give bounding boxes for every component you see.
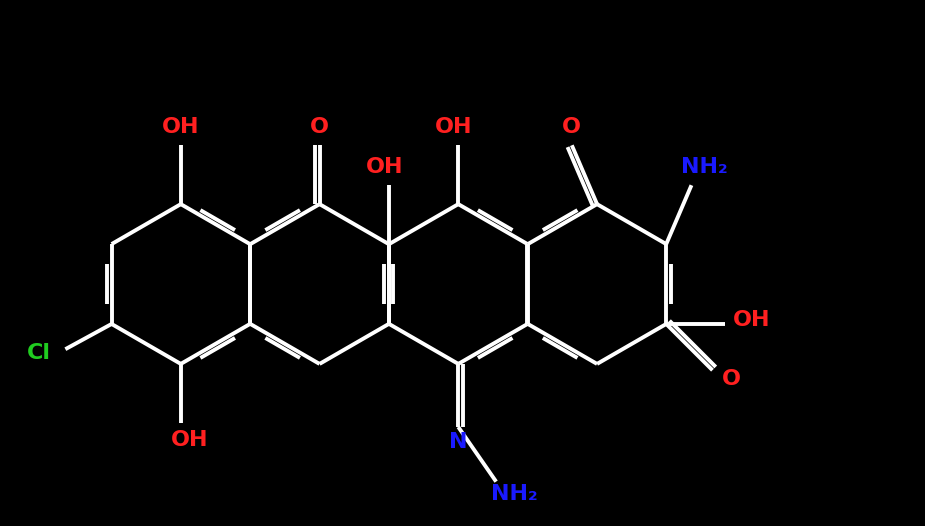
Text: N: N <box>449 432 467 452</box>
Text: NH₂: NH₂ <box>681 157 727 177</box>
Text: Cl: Cl <box>27 343 51 363</box>
Text: OH: OH <box>162 117 200 137</box>
Text: OH: OH <box>734 310 771 330</box>
Text: OH: OH <box>170 430 208 450</box>
Text: NH₂: NH₂ <box>491 484 538 504</box>
Text: OH: OH <box>436 117 473 137</box>
Text: O: O <box>562 117 581 137</box>
Text: O: O <box>722 369 741 389</box>
Text: O: O <box>310 117 329 137</box>
Text: OH: OH <box>366 157 403 177</box>
